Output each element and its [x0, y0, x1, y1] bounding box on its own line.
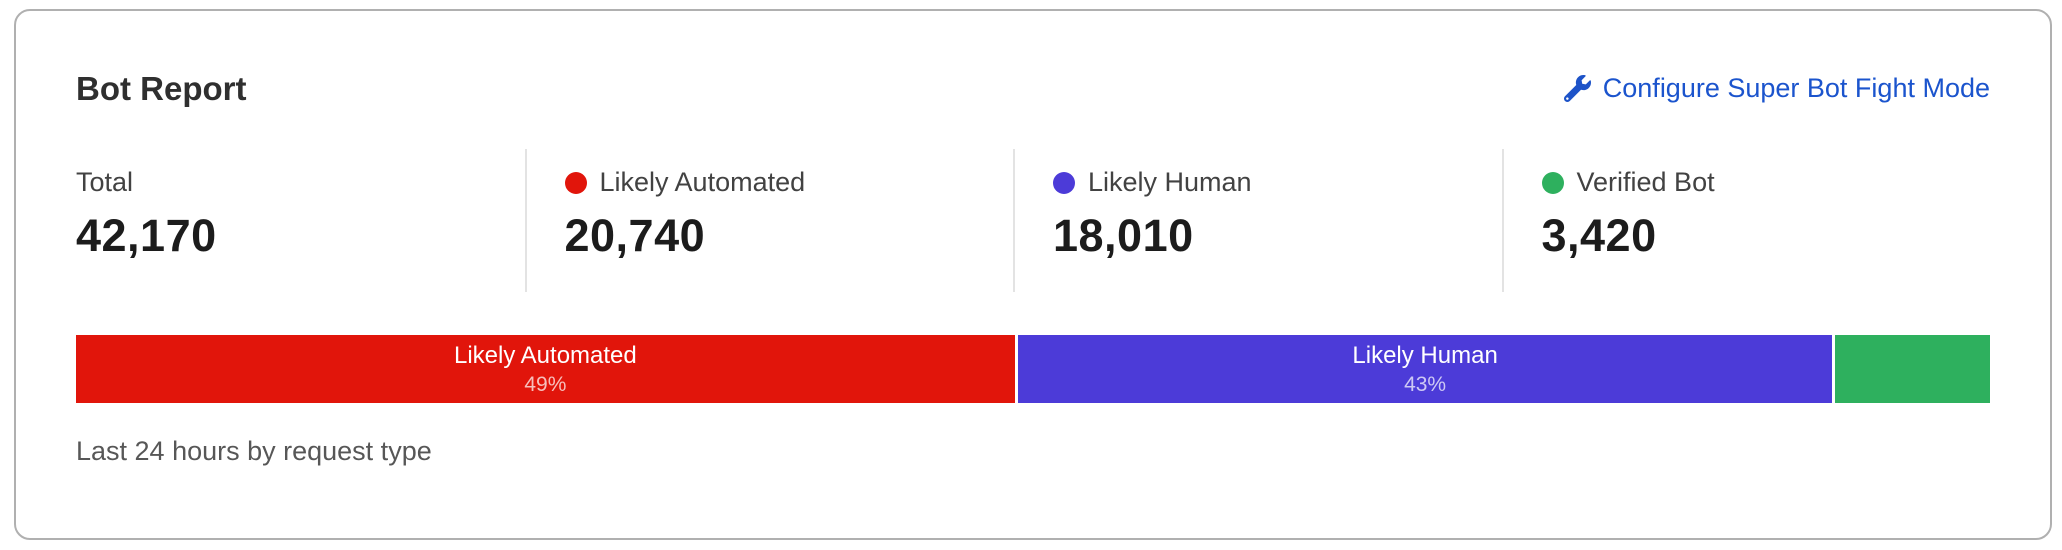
segment-likely-human-percent: 43% — [1404, 372, 1447, 396]
stat-likely-automated-value: 20,740 — [564, 210, 706, 262]
footnote: Last 24 hours by request type — [76, 436, 432, 467]
stats-row: Total 42,170 Likely Automated 20,740 Lik… — [76, 149, 1991, 293]
verified-bot-dot-icon — [1541, 171, 1564, 194]
stat-likely-automated: Likely Automated 20,740 — [524, 149, 1014, 293]
configure-link-label: Configure Super Bot Fight Mode — [1602, 73, 1990, 103]
segment-likely-human-label: Likely Human — [1352, 341, 1498, 369]
stat-verified-bot-label: Verified Bot — [1576, 167, 1715, 198]
stat-likely-automated-label: Likely Automated — [599, 167, 806, 198]
stat-total: Total 42,170 — [76, 149, 525, 292]
wrench-icon — [1563, 75, 1591, 102]
stat-verified-bot-value: 3,420 — [1541, 210, 1657, 262]
card-header: Bot Report Configure Super Bot Fight Mod… — [76, 70, 1990, 107]
segment-likely-human: Likely Human 43% — [1017, 335, 1833, 404]
segment-likely-automated-percent: 49% — [524, 372, 567, 396]
bot-report-card: Bot Report Configure Super Bot Fight Mod… — [14, 9, 2052, 540]
likely-human-dot-icon — [1053, 171, 1075, 194]
segment-verified-bot — [1835, 335, 1990, 404]
stat-likely-human: Likely Human 18,010 — [1013, 149, 1502, 293]
stat-total-value: 42,170 — [76, 210, 217, 262]
segment-likely-automated-label: Likely Automated — [453, 341, 637, 369]
stat-total-label: Total — [76, 167, 134, 198]
stat-likely-human-value: 18,010 — [1053, 210, 1194, 262]
configure-super-bot-fight-mode-link[interactable]: Configure Super Bot Fight Mode — [1563, 73, 1990, 104]
segment-likely-automated: Likely Automated 49% — [76, 335, 1015, 404]
likely-automated-dot-icon — [564, 171, 587, 194]
stat-verified-bot: Verified Bot 3,420 — [1501, 149, 1991, 293]
page-title: Bot Report — [76, 70, 247, 107]
request-type-distribution-bar: Likely Automated 49% Likely Human 43% — [76, 335, 1990, 404]
stat-likely-human-label: Likely Human — [1088, 167, 1252, 198]
